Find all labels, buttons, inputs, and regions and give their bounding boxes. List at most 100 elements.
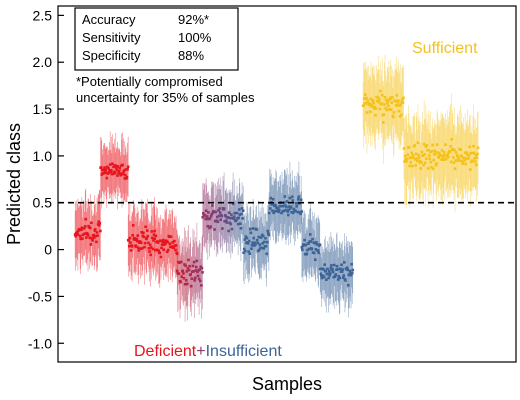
data-point [409, 156, 413, 159]
data-point [430, 149, 434, 153]
data-point [247, 239, 251, 243]
data-point [139, 241, 143, 245]
data-point [271, 197, 275, 201]
stat-accuracy-label: Accuracy [82, 12, 136, 27]
data-point [249, 231, 253, 235]
data-point [365, 111, 369, 114]
data-point [448, 150, 452, 154]
data-point [148, 243, 152, 247]
data-point [474, 153, 478, 157]
data-point [193, 276, 197, 280]
data-point [183, 282, 187, 286]
data-point [449, 145, 452, 148]
data-point [433, 149, 437, 153]
data-point [407, 146, 411, 149]
data-point [345, 266, 349, 270]
data-point [285, 200, 289, 203]
data-point [443, 150, 446, 154]
data-point [282, 201, 286, 204]
data-point [296, 210, 300, 214]
data-point [442, 153, 446, 157]
data-point [230, 227, 234, 231]
data-point [444, 157, 448, 161]
data-point [396, 101, 400, 104]
data-point [349, 272, 352, 275]
data-point [225, 221, 229, 224]
data-point [213, 228, 216, 231]
data-point [286, 210, 289, 213]
data-point [103, 166, 106, 169]
data-point [161, 240, 164, 244]
data-point [381, 121, 385, 124]
data-point [250, 244, 254, 247]
data-point [239, 227, 243, 230]
data-point [439, 154, 443, 158]
data-point [198, 279, 202, 283]
data-point [249, 227, 252, 231]
data-point [189, 273, 193, 276]
data-point [286, 213, 290, 217]
data-point [372, 102, 376, 105]
data-point [250, 247, 253, 251]
note-line-1: *Potentially compromised [76, 74, 223, 89]
data-point [435, 143, 439, 146]
data-point [264, 244, 268, 248]
data-point [78, 228, 81, 231]
data-point [385, 108, 388, 112]
data-point [117, 171, 120, 175]
data-point [182, 272, 185, 275]
data-point [201, 271, 204, 274]
data-point [135, 237, 138, 241]
data-point [240, 212, 243, 216]
data-point [126, 165, 130, 169]
data-point [365, 96, 368, 100]
data-point [364, 102, 368, 105]
data-point [239, 222, 242, 226]
data-point [421, 154, 425, 157]
data-point [102, 168, 105, 172]
data-point [134, 245, 138, 248]
data-point [267, 211, 271, 215]
data-point [401, 101, 405, 105]
data-point [350, 262, 353, 266]
data-point [226, 216, 230, 219]
data-point [416, 141, 420, 145]
data-point [131, 223, 135, 227]
data-point [331, 267, 334, 271]
data-point [302, 243, 306, 247]
data-point [323, 263, 326, 267]
data-point [299, 198, 303, 202]
data-point [334, 273, 338, 276]
stat-specificity-label: Specificity [82, 48, 141, 63]
data-point [218, 211, 222, 214]
data-point [419, 167, 423, 170]
data-point [251, 241, 254, 244]
data-point [152, 233, 156, 237]
data-point [95, 231, 99, 234]
data-point [187, 258, 190, 262]
data-point [162, 248, 166, 252]
data-point [375, 95, 378, 99]
data-point [99, 229, 102, 233]
data-point [156, 241, 160, 244]
data-point [431, 167, 435, 171]
data-point [274, 209, 277, 213]
data-point [389, 96, 392, 100]
data-point [181, 269, 185, 273]
data-point [429, 150, 432, 154]
data-point [415, 157, 419, 160]
data-point [437, 156, 441, 159]
data-point [163, 240, 167, 244]
data-point [423, 153, 427, 156]
data-point [441, 155, 445, 159]
data-point [425, 144, 429, 147]
data-point [402, 96, 405, 100]
data-point [351, 268, 355, 272]
data-point [403, 160, 406, 163]
data-point [416, 159, 419, 163]
data-point [467, 157, 470, 160]
data-point [83, 232, 86, 236]
data-point [366, 99, 369, 102]
data-point [472, 151, 476, 155]
data-point [331, 270, 335, 274]
